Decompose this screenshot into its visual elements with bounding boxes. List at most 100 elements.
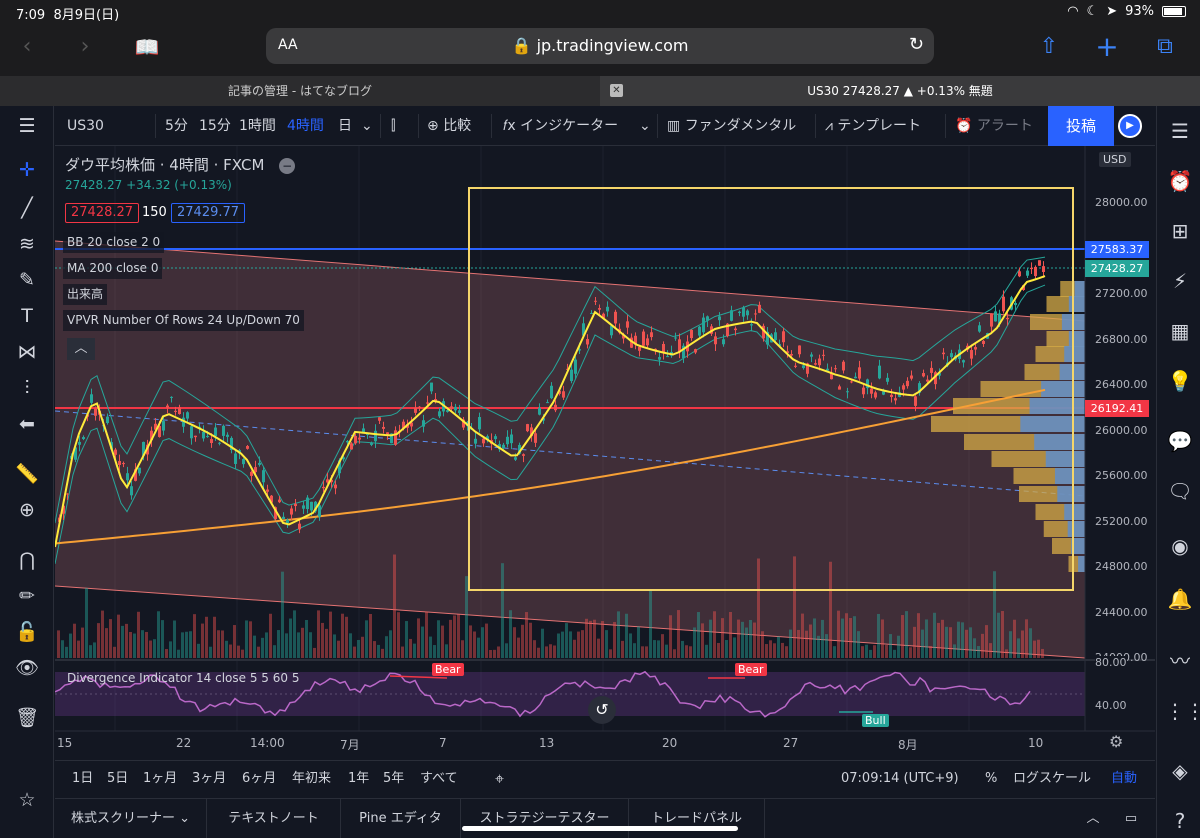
menu-icon[interactable]: ☰ — [18, 115, 36, 137]
symbol-search[interactable]: US30 — [67, 118, 104, 134]
calendar-icon[interactable]: ▦ — [1170, 319, 1190, 343]
candle-type-icon[interactable]: ⫿ — [391, 118, 396, 134]
chat-single-icon[interactable]: 🗨 — [1167, 479, 1193, 503]
interval-15m[interactable]: 15分 — [199, 118, 231, 134]
range-3m[interactable]: 3ヶ月 — [192, 771, 227, 786]
range-6m[interactable]: 6ヶ月 — [242, 771, 277, 786]
alarm-icon[interactable]: ⏰ — [1167, 169, 1193, 193]
reload-icon[interactable]: ↻ — [908, 34, 924, 55]
volume-bar — [757, 558, 760, 658]
auto-scale-toggle[interactable]: 自動 — [1111, 771, 1138, 786]
indicator-volume[interactable]: 出来高 — [63, 284, 108, 305]
share-icon[interactable]: ⇧ — [1039, 34, 1059, 59]
streams-icon[interactable]: ◉ — [1171, 534, 1189, 558]
range-ytd[interactable]: 年初来 — [292, 771, 332, 786]
interval-1h[interactable]: 1時間 — [239, 118, 276, 134]
date-range-icon[interactable]: ⌖ — [495, 769, 505, 788]
hotlist-icon[interactable]: ⚡ — [1172, 269, 1188, 293]
bb-upper — [55, 256, 1046, 524]
currency-label[interactable]: USD — [1099, 152, 1131, 167]
text-icon[interactable]: T — [21, 305, 33, 327]
tab-stock-screener[interactable]: 株式スクリーナー ⌄ — [55, 799, 207, 838]
candle-body — [706, 316, 709, 321]
compare-button[interactable]: ⊕ 比較 — [427, 118, 472, 134]
candle-body — [330, 479, 333, 483]
dom-icon[interactable]: ⋮⋮ — [1165, 699, 1200, 723]
range-all[interactable]: すべて — [420, 771, 458, 786]
ruler-icon[interactable]: 📏 — [15, 463, 39, 485]
reader-aa-button[interactable]: AA — [278, 37, 298, 53]
back-arrow-icon[interactable]: ⬅ — [19, 413, 35, 435]
range-5d[interactable]: 5日 — [107, 771, 129, 786]
indicator-divergence[interactable]: Divergence Indicator 14 close 5 5 60 5 — [67, 671, 300, 685]
watchlist-icon[interactable]: ☰ — [1171, 119, 1189, 143]
pattern-icon[interactable]: ⋈ — [17, 341, 37, 363]
tab-trading-panel[interactable]: トレードパネル — [629, 799, 765, 838]
lock-icon[interactable]: 🔓 — [15, 621, 39, 643]
interval-day[interactable]: 日 — [338, 118, 352, 134]
settings-gear-icon[interactable]: ⚙ — [1109, 732, 1124, 751]
indicators-dropdown-icon[interactable]: ⌄ — [639, 118, 651, 134]
log-scale-toggle[interactable]: ログスケール — [1013, 771, 1092, 786]
indicator-bb[interactable]: BB 20 close 2 0 — [63, 232, 165, 253]
interval-5m[interactable]: 5分 — [165, 118, 188, 134]
tab-pine-editor[interactable]: Pine エディタ — [341, 799, 461, 838]
range-1m[interactable]: 1ヶ月 — [143, 771, 178, 786]
back-icon[interactable]: ‹ — [22, 34, 32, 59]
interval-dropdown-icon[interactable]: ⌄ — [361, 118, 373, 134]
play-icon[interactable]: ▶ — [1118, 114, 1142, 138]
chart-canvas[interactable] — [55, 146, 1155, 760]
prediction-icon[interactable]: ⫶ — [24, 377, 30, 399]
chevron-up-icon[interactable]: ︿ — [1086, 811, 1100, 826]
new-tab-icon[interactable]: + — [1095, 30, 1119, 63]
tab-text-notes[interactable]: テキストノート — [207, 799, 341, 838]
clock-timezone[interactable]: 07:09:14 (UTC+9) — [841, 771, 959, 786]
bookmarks-icon[interactable]: 📖 — [134, 35, 160, 59]
notification-bell-icon[interactable]: 🔔 — [1167, 587, 1193, 611]
star-icon[interactable]: ☆ — [18, 789, 36, 811]
range-1d[interactable]: 1日 — [72, 771, 94, 786]
tab-hatena[interactable]: 記事の管理 - はてなブログ — [228, 84, 372, 98]
tab-tradingview[interactable]: US30 27428.27 ▲ +0.13% 無題 — [600, 76, 1200, 106]
data-window-icon[interactable]: ⊞ — [1171, 219, 1189, 243]
trash-icon[interactable]: 🗑 — [14, 707, 40, 729]
maximize-panel-icon[interactable]: ▭ — [1124, 811, 1138, 826]
collapse-legend-icon[interactable]: ︿ — [67, 338, 95, 360]
volume-bar — [561, 631, 564, 658]
fundamentals-button[interactable]: ▥ ファンダメンタル — [667, 118, 797, 134]
range-5y[interactable]: 5年 — [383, 771, 405, 786]
bid-price[interactable]: 27428.27 — [65, 203, 140, 223]
address-bar[interactable]: AA 🔒 jp.tradingview.com ↻ — [266, 28, 934, 64]
indicator-ma200[interactable]: MA 200 close 0 — [63, 258, 163, 279]
ideas-icon[interactable]: 💡 — [1167, 369, 1193, 393]
percent-toggle[interactable]: % — [985, 771, 998, 786]
minus-circle-icon[interactable]: − — [279, 158, 296, 174]
ask-price[interactable]: 27429.77 — [171, 203, 246, 223]
reset-chart-icon[interactable]: ↺ — [588, 696, 616, 724]
zoom-in-icon[interactable]: ⊕ — [19, 499, 35, 521]
trend-line-icon[interactable]: ╱ — [21, 197, 33, 219]
indicator-vpvr[interactable]: VPVR Number Of Rows 24 Up/Down 70 — [63, 310, 304, 331]
eye-icon[interactable]: 👁 — [14, 657, 40, 679]
templates-button[interactable]: ⩘ テンプレート — [825, 118, 921, 134]
chart-area[interactable]: ダウ平均株価 · 4時間 · FXCM − 27428.27 +34.32 (+… — [55, 146, 1155, 760]
trading-icon[interactable]: 〰 — [1170, 649, 1190, 673]
range-1y[interactable]: 1年 — [348, 771, 370, 786]
indicators-button[interactable]: 𝑓x インジケーター — [503, 118, 619, 134]
tab-strategy-tester[interactable]: ストラテジーテスター — [461, 799, 629, 838]
magnet-icon[interactable]: ⋂ — [19, 549, 35, 571]
alert-button[interactable]: ⏰ アラート — [955, 118, 1033, 134]
layers-icon[interactable]: ◈ — [1172, 759, 1188, 783]
forward-icon[interactable]: › — [80, 34, 90, 59]
tabs-overview-icon[interactable]: ⧉ — [1157, 34, 1173, 59]
help-icon[interactable]: ? — [1174, 809, 1186, 833]
interval-4h[interactable]: 4時間 — [287, 118, 324, 134]
close-tab-icon[interactable]: ✕ — [610, 84, 623, 97]
brush-icon[interactable]: ✎ — [19, 269, 35, 291]
candle-body — [574, 359, 577, 374]
crosshair-icon[interactable]: ✛ — [19, 159, 35, 181]
fib-icon[interactable]: ≋ — [19, 233, 35, 255]
post-button[interactable]: 投稿 — [1048, 106, 1114, 146]
chat-icon[interactable]: 💬 — [1167, 429, 1193, 453]
stay-drawing-icon[interactable]: ✏ — [19, 585, 35, 607]
